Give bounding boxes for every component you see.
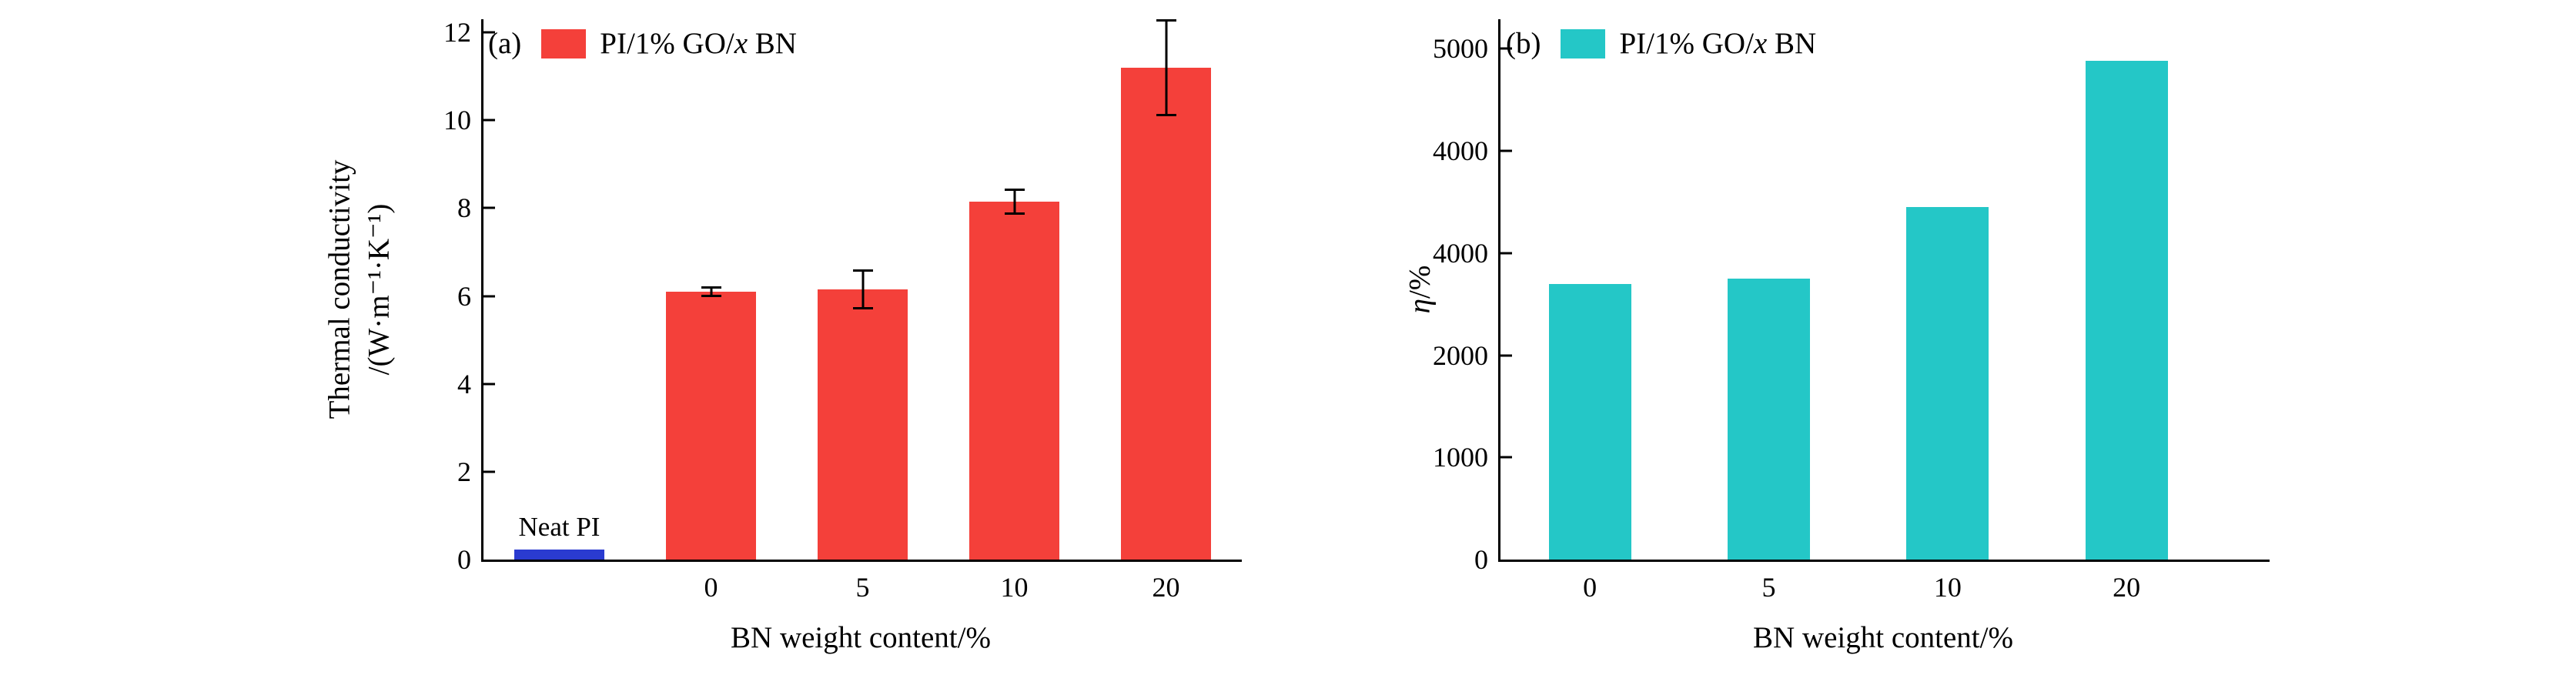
chart-b-y-axis-label: η/% bbox=[1401, 266, 1440, 314]
y-axis-label-line2: /(W·m⁻¹·K⁻¹) bbox=[362, 203, 395, 376]
y-tick-label: 5000 bbox=[1433, 33, 1488, 65]
error-bar-line bbox=[861, 269, 864, 309]
legend-label-post: BN bbox=[1767, 27, 1817, 60]
error-bar-cap-bottom bbox=[1004, 212, 1025, 215]
legend-swatch-teal bbox=[1561, 28, 1606, 58]
error-bar bbox=[1156, 19, 1176, 116]
error-bar-line bbox=[710, 286, 712, 297]
y-tick-label: 0 bbox=[457, 544, 471, 575]
y-tick-label: 6 bbox=[457, 280, 471, 312]
x-tick-label: 20 bbox=[2113, 572, 2141, 603]
chart-b-x-axis-label: BN weight content/% bbox=[1753, 621, 2013, 654]
bar bbox=[1906, 207, 1989, 560]
x-tick-label: 10 bbox=[1000, 572, 1029, 603]
y-axis-label-eta: η bbox=[1403, 298, 1437, 314]
chart-a-y-axis-label: Thermal conductivity /(W·m⁻¹·K⁻¹) bbox=[320, 160, 398, 419]
y-tick-mark bbox=[483, 383, 495, 386]
bar bbox=[514, 549, 604, 560]
chart-b-plot-area: 0 1000 2000 4000 4000 5000 0 5 10 20 bbox=[1433, 19, 2270, 601]
bar bbox=[1121, 67, 1211, 560]
y-tick-mark bbox=[1500, 47, 1512, 50]
y-tick-mark bbox=[483, 119, 495, 122]
legend-label-pre: PI/1% GO/ bbox=[600, 27, 734, 60]
error-bar-cap-top bbox=[852, 269, 873, 272]
panel-label-b: (b) bbox=[1506, 27, 1541, 60]
chart-b-legend: (b) PI/1% GO/x BN bbox=[1506, 26, 1816, 61]
bar bbox=[1728, 279, 1810, 560]
error-bar-cap-bottom bbox=[852, 306, 873, 309]
panel-label-a: (a) bbox=[488, 27, 522, 60]
y-tick-label: 1000 bbox=[1433, 442, 1488, 473]
y-tick-label: 10 bbox=[443, 105, 471, 136]
bar bbox=[818, 289, 908, 560]
legend-label: PI/1% GO/x BN bbox=[600, 26, 797, 61]
chart-a-plot-area: 0 2 4 6 8 10 12 0 5 10 20 Neat PI bbox=[443, 18, 1242, 601]
x-tick-label: 20 bbox=[1152, 572, 1180, 603]
y-tick-mark bbox=[1500, 354, 1512, 357]
y-tick-mark bbox=[483, 295, 495, 298]
y-tick-label: 2 bbox=[457, 456, 471, 487]
y-tick-mark bbox=[1500, 252, 1512, 255]
x-tick-label: 0 bbox=[1583, 572, 1597, 603]
bar bbox=[1548, 283, 1631, 560]
x-tick-label: 0 bbox=[704, 572, 718, 603]
y-tick-mark bbox=[1500, 456, 1512, 459]
error-bar bbox=[852, 269, 873, 309]
y-axis-label-line1: Thermal conductivity bbox=[323, 159, 356, 419]
chart-a-x-axis-label: BN weight content/% bbox=[731, 621, 991, 654]
y-tick-label: 2000 bbox=[1433, 339, 1488, 371]
legend-label-x: x bbox=[734, 27, 748, 60]
x-tick-label: 10 bbox=[1933, 572, 1962, 603]
y-axis-label-unit: /% bbox=[1403, 265, 1437, 299]
x-tick-label: 5 bbox=[855, 572, 870, 603]
y-tick-label: 4 bbox=[457, 368, 471, 399]
error-bar bbox=[701, 286, 721, 297]
y-tick-mark bbox=[483, 470, 495, 473]
error-bar-cap-bottom bbox=[701, 294, 721, 297]
y-tick-label: 4000 bbox=[1433, 135, 1488, 167]
bar bbox=[2085, 61, 2168, 560]
error-bar-cap-top bbox=[1004, 188, 1025, 191]
y-tick-label: 0 bbox=[1474, 544, 1488, 575]
legend-label: PI/1% GO/x BN bbox=[1619, 26, 1816, 61]
bar-annotation: Neat PI bbox=[518, 512, 601, 543]
y-tick-mark bbox=[483, 206, 495, 209]
error-bar-cap-bottom bbox=[1156, 113, 1176, 116]
y-tick-mark bbox=[1500, 149, 1512, 152]
bar bbox=[666, 291, 756, 560]
chart-a-legend: (a) PI/1% GO/x BN bbox=[488, 26, 797, 61]
legend-label-x: x bbox=[1753, 27, 1768, 60]
error-bar bbox=[1004, 188, 1025, 215]
legend-label-pre: PI/1% GO/ bbox=[1619, 27, 1754, 60]
error-bar-cap-top bbox=[701, 286, 721, 289]
error-bar-line bbox=[1013, 188, 1015, 215]
error-bar-line bbox=[1165, 19, 1167, 116]
y-tick-label: 12 bbox=[443, 17, 471, 48]
legend-swatch-red bbox=[541, 28, 587, 58]
bar bbox=[969, 201, 1059, 560]
y-tick-label: 4000 bbox=[1433, 237, 1488, 269]
x-tick-label: 5 bbox=[1761, 572, 1776, 603]
error-bar-cap-top bbox=[1156, 19, 1176, 22]
y-tick-mark bbox=[483, 31, 495, 34]
y-tick-label: 8 bbox=[457, 192, 471, 224]
legend-label-post: BN bbox=[748, 27, 797, 60]
